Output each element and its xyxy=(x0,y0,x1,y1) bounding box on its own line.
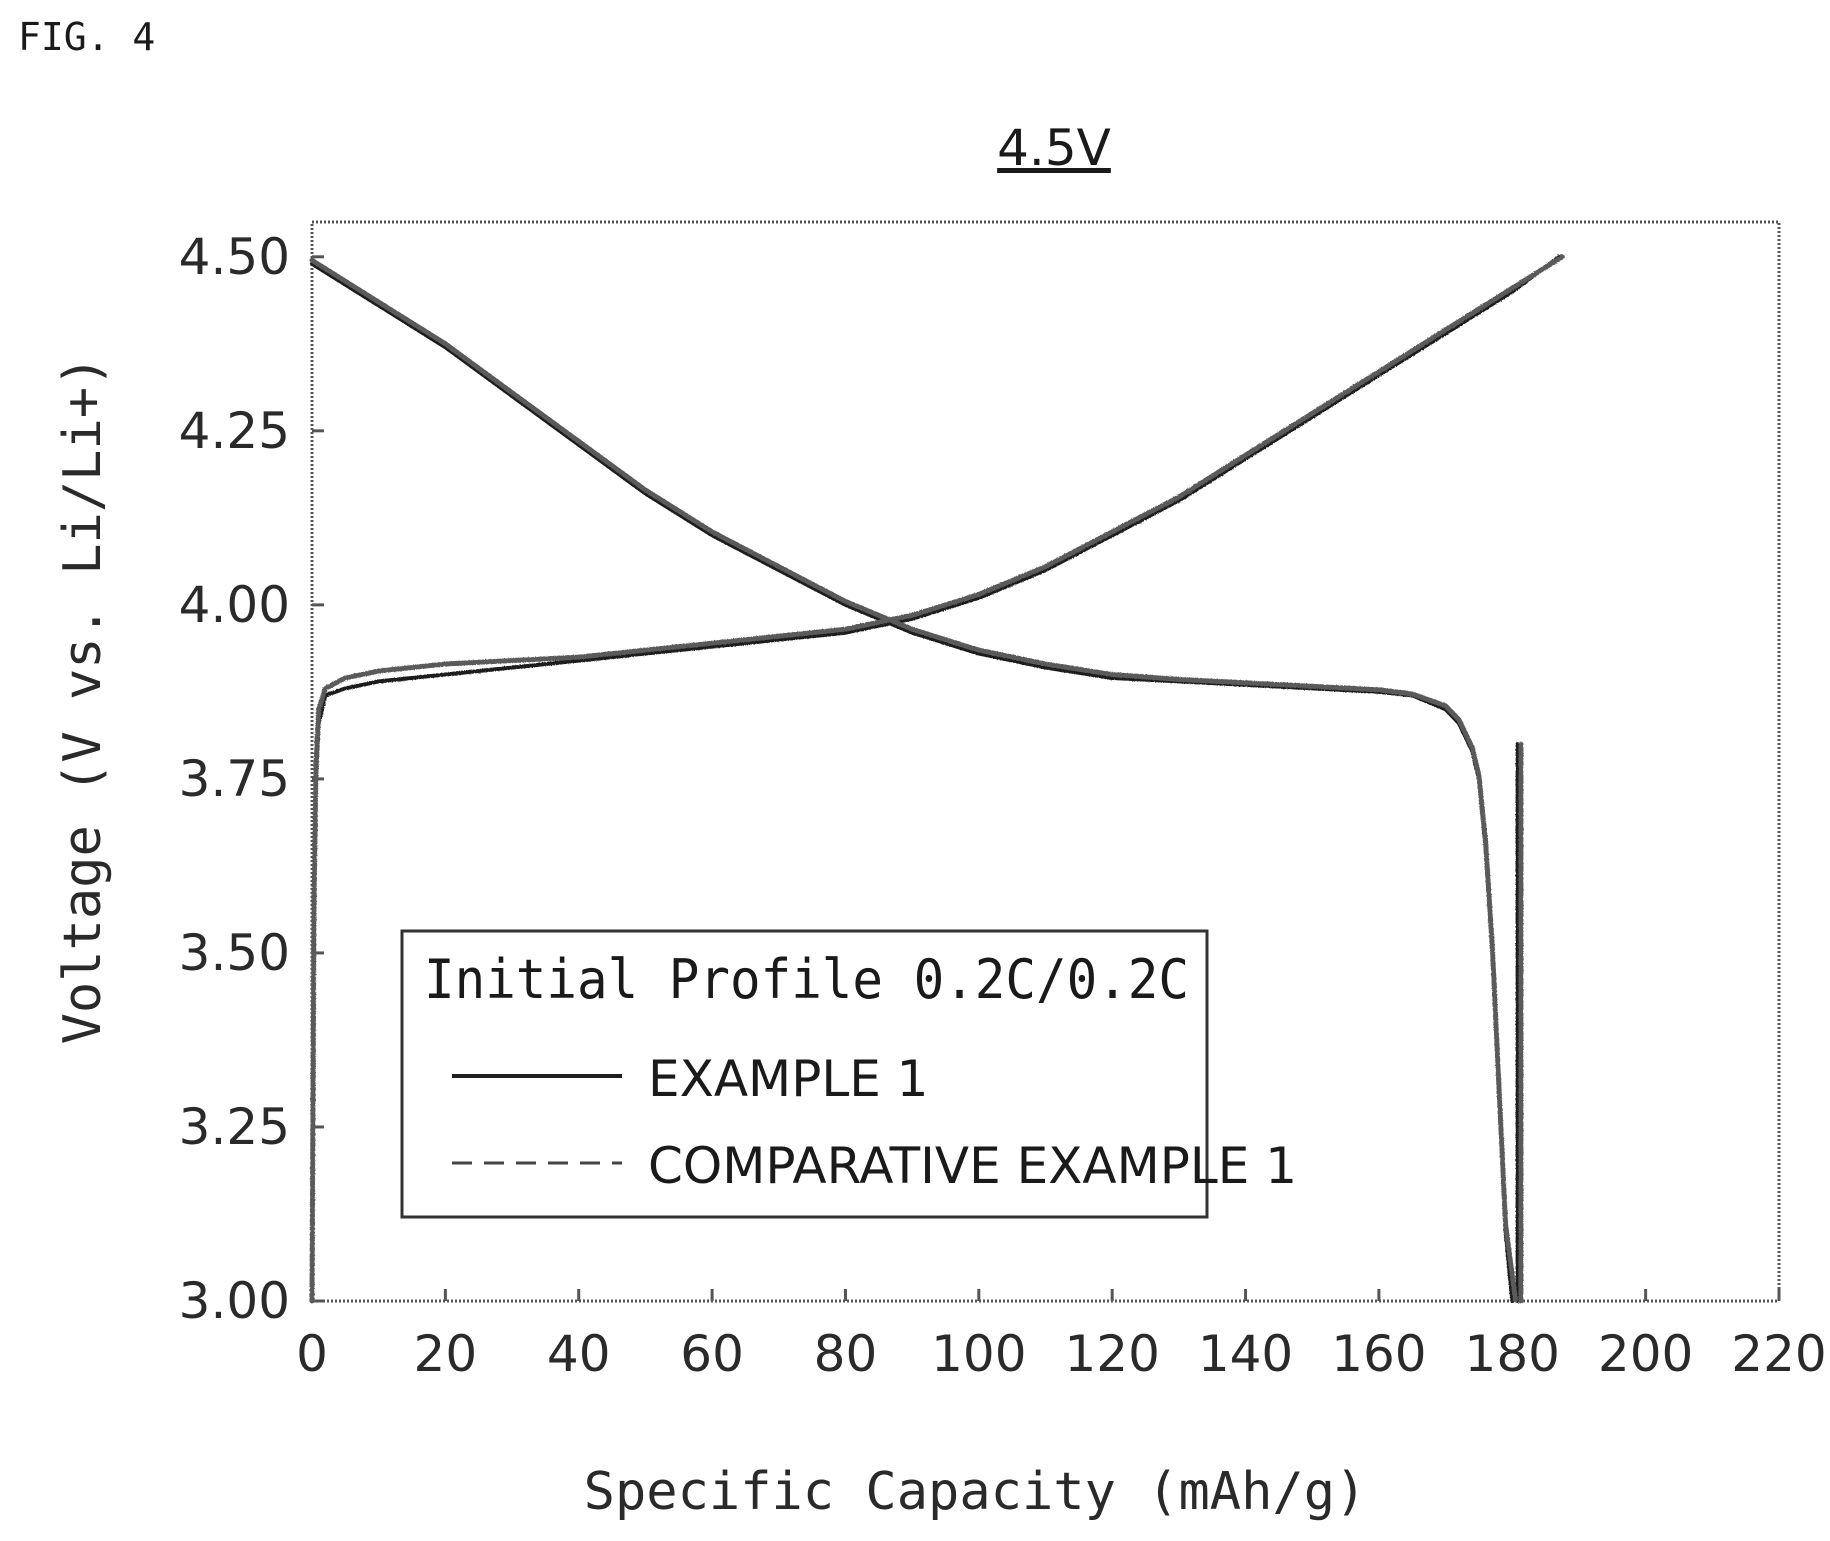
x-tick-label: 120 xyxy=(1064,1325,1159,1383)
x-tick-label: 0 xyxy=(296,1325,328,1383)
x-tick-label: 180 xyxy=(1465,1325,1560,1383)
legend-title: Initial Profile 0.2C/0.2C xyxy=(424,948,1189,1011)
x-tick-label: 220 xyxy=(1731,1325,1826,1383)
chart-title: 4.5V xyxy=(997,119,1111,177)
y-axis-ticks: 3.00 3.25 3.50 3.75 4.00 4.25 4.50 xyxy=(179,228,324,1330)
x-axis-title: Specific Capacity (mAh/g) xyxy=(584,1462,1367,1522)
legend: Initial Profile 0.2C/0.2C EXAMPLE 1 COMP… xyxy=(400,929,1297,1219)
y-tick-label: 3.00 xyxy=(179,1272,290,1330)
figure-label: FIG. 4 xyxy=(18,15,155,59)
series-comparative-example-1-charge-line xyxy=(309,254,1565,1304)
plot-area-frame xyxy=(310,220,1781,1303)
x-tick-label: 200 xyxy=(1598,1325,1693,1383)
y-tick-label: 3.25 xyxy=(179,1098,290,1156)
series-layer xyxy=(309,254,1565,1304)
series-example-1-charge-line xyxy=(310,254,1561,1303)
y-tick-label: 3.75 xyxy=(179,750,290,808)
y-tick-label: 4.50 xyxy=(179,228,290,286)
x-tick-label: 20 xyxy=(414,1325,478,1383)
y-tick-label: 3.50 xyxy=(179,924,290,982)
x-tick-label: 160 xyxy=(1331,1325,1426,1383)
series-comparative-example-1-discharge-line xyxy=(309,257,1519,1304)
legend-label-comparative-example-1: COMPARATIVE EXAMPLE 1 xyxy=(648,1137,1297,1195)
x-tick-label: 140 xyxy=(1198,1325,1293,1383)
x-tick-label: 100 xyxy=(931,1325,1026,1383)
y-tick-label: 4.25 xyxy=(179,402,290,460)
x-tick-label: 40 xyxy=(547,1325,611,1383)
y-axis-title: Voltage (V vs. Li/Li+) xyxy=(53,356,113,1045)
x-tick-label: 80 xyxy=(814,1325,878,1383)
y-tick-label: 4.00 xyxy=(179,576,290,634)
x-tick-label: 60 xyxy=(680,1325,744,1383)
x-axis-ticks: 0 20 40 60 80 100 120 140 160 180 200 220 xyxy=(296,1289,1827,1383)
legend-label-example-1: EXAMPLE 1 xyxy=(648,1050,929,1108)
